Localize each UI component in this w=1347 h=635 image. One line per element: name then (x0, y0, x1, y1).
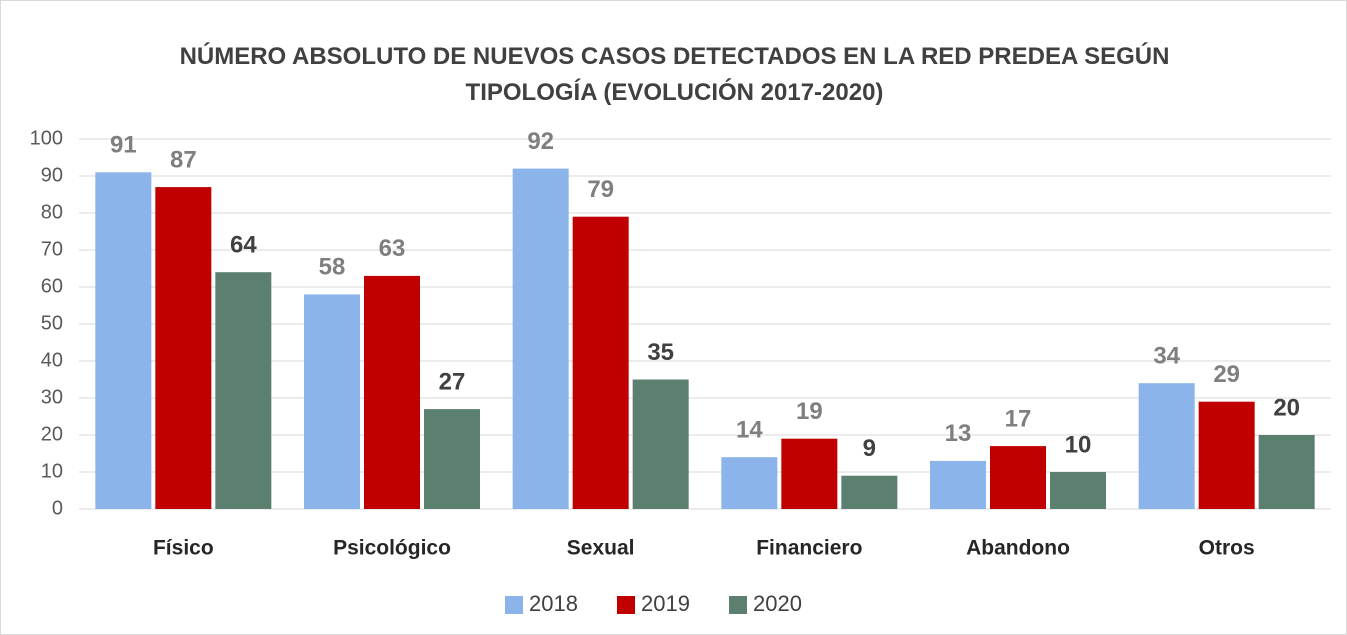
x-tick-label: Psicológico (333, 537, 451, 560)
legend-label: 2019 (641, 591, 690, 616)
bar (930, 460, 986, 509)
value-label: 29 (1213, 361, 1240, 388)
value-label: 19 (796, 398, 823, 425)
value-label: 91 (110, 132, 137, 159)
value-label: 92 (527, 128, 554, 155)
x-tick-label: Abandono (966, 537, 1070, 560)
bar (215, 272, 272, 509)
bar (632, 379, 689, 509)
value-label: 79 (587, 176, 614, 203)
bar (841, 475, 898, 509)
legend-label: 2018 (529, 591, 578, 616)
bar (512, 168, 569, 509)
value-label: 10 (1065, 431, 1092, 458)
y-tick-label: 70 (41, 238, 63, 260)
value-label: 58 (319, 254, 346, 281)
value-label: 9 (863, 435, 876, 462)
value-label: 35 (647, 339, 674, 366)
y-tick-label: 90 (41, 164, 63, 186)
y-tick-label: 20 (41, 423, 63, 445)
legend-swatch (505, 596, 523, 614)
y-tick-label: 60 (41, 275, 63, 297)
y-tick-label: 30 (41, 386, 63, 408)
bar (572, 216, 629, 509)
bar (990, 446, 1046, 509)
y-tick-label: 0 (52, 497, 63, 519)
value-label: 63 (379, 235, 406, 262)
bar (304, 294, 360, 509)
value-label: 20 (1273, 394, 1300, 421)
bar (155, 187, 212, 509)
title-box: NÚMERO ABSOLUTO DE NUEVOS CASOS DETECTAD… (1, 39, 1347, 111)
y-tick-label: 80 (41, 201, 63, 223)
y-tick-label: 50 (41, 312, 63, 334)
value-label: 34 (1153, 343, 1180, 370)
bar (781, 438, 838, 509)
legend-swatch (617, 596, 635, 614)
value-label: 13 (945, 420, 972, 447)
legend-swatch (729, 596, 747, 614)
bar (1258, 435, 1315, 509)
y-tick-label: 40 (41, 349, 63, 371)
bar (1138, 383, 1195, 509)
legend-label: 2020 (753, 591, 802, 616)
chart-title: NÚMERO ABSOLUTO DE NUEVOS CASOS DETECTAD… (179, 43, 1170, 106)
y-tick-label: 10 (41, 460, 63, 482)
bar (95, 172, 152, 510)
x-tick-label: Físico (153, 537, 214, 560)
x-tick-label: Financiero (756, 537, 862, 560)
bar (364, 275, 420, 509)
bar (424, 409, 480, 509)
x-tick-label: Sexual (567, 537, 635, 560)
bar (1050, 472, 1106, 509)
bar (1198, 401, 1255, 509)
value-label: 27 (439, 368, 466, 395)
value-label: 17 (1005, 405, 1032, 432)
x-tick-label: Otros (1199, 537, 1255, 560)
bar (721, 457, 778, 509)
value-label: 87 (170, 146, 197, 173)
y-tick-label: 100 (30, 127, 63, 149)
value-label: 64 (230, 232, 257, 259)
value-label: 14 (736, 417, 763, 444)
